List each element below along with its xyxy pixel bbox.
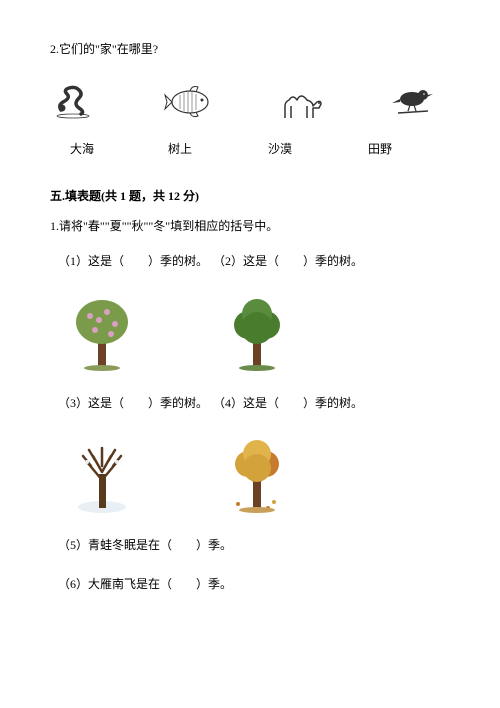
winter-tree-icon xyxy=(62,429,142,514)
items-1-2: （1）这是（ ）季的树。 （2）这是（ ）季的树。 xyxy=(50,252,450,271)
animals-row xyxy=(50,77,450,122)
item-3: （3）这是（ ）季的树。 xyxy=(58,394,213,413)
item-5: （5）青蛙冬眠是在（ ）季。 xyxy=(50,536,450,555)
spring-tree-icon xyxy=(62,287,142,372)
item-4: （4）这是（ ）季的树。 xyxy=(213,394,363,413)
label-ocean: 大海 xyxy=(70,140,168,159)
item-1: （1）这是（ ）季的树。 xyxy=(58,252,213,271)
trees-row-1 xyxy=(50,287,450,372)
label-field: 田野 xyxy=(368,140,392,159)
item-2: （2）这是（ ）季的树。 xyxy=(213,252,363,271)
summer-tree-icon xyxy=(217,287,297,372)
snake-icon xyxy=(50,77,110,122)
q1-instruction: 1.请将"春""夏""秋""冬"填到相应的括号中。 xyxy=(50,217,450,236)
items-3-4: （3）这是（ ）季的树。 （4）这是（ ）季的树。 xyxy=(50,394,450,413)
autumn-tree-icon xyxy=(217,429,297,514)
trees-row-2 xyxy=(50,429,450,514)
habitat-labels-row: 大海 树上 沙漠 田野 xyxy=(50,140,450,159)
label-tree: 树上 xyxy=(168,140,268,159)
camel-icon xyxy=(273,77,333,122)
fish-icon xyxy=(162,77,222,122)
question-2-prompt: 2.它们的"家"在哪里? xyxy=(50,40,450,59)
item-6: （6）大雁南飞是在（ ）季。 xyxy=(50,575,450,594)
label-desert: 沙漠 xyxy=(268,140,368,159)
bird-icon xyxy=(385,77,445,122)
section-5-title: 五.填表题(共 1 题，共 12 分) xyxy=(50,187,450,206)
